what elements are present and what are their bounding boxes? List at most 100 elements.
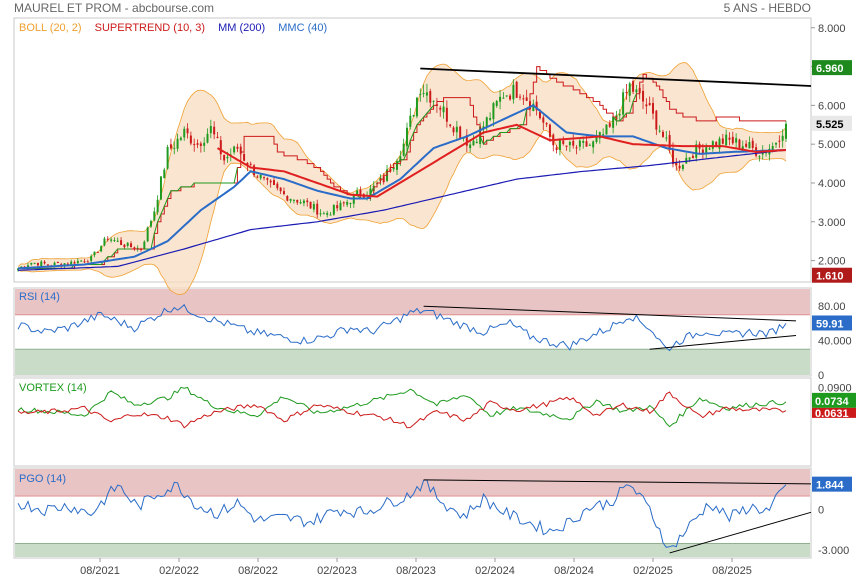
candle-body — [409, 115, 412, 127]
candle-body — [472, 140, 475, 146]
candle-body — [392, 167, 395, 170]
candle-body — [645, 104, 648, 107]
candle-body — [299, 202, 302, 204]
price-y-tick-label: 8.000 — [818, 23, 846, 35]
candle-body — [429, 91, 432, 103]
price-high-badge: 6.960 — [816, 63, 844, 75]
candle-body — [40, 261, 43, 267]
candle-body — [452, 127, 455, 133]
candle-body — [279, 187, 282, 192]
candle-body — [96, 251, 99, 253]
candle-body — [36, 263, 39, 266]
price-y-tick-label: 6.000 — [818, 100, 846, 112]
candle-body — [731, 136, 734, 144]
candle-body — [578, 140, 581, 147]
candle-body — [519, 96, 522, 98]
pgo-trendline — [669, 511, 812, 554]
candle-body — [153, 211, 156, 221]
candle-body — [741, 146, 744, 150]
candle-body — [565, 145, 568, 147]
candle-body — [336, 205, 339, 209]
candle-body — [213, 126, 216, 135]
candle-body — [588, 144, 591, 146]
candle-body — [595, 137, 598, 143]
rsi-badge-bg — [812, 315, 852, 331]
candle-body — [495, 101, 498, 106]
candle-body — [785, 123, 787, 139]
candle-body — [176, 138, 179, 149]
candle-body — [286, 196, 289, 201]
candle-body — [342, 202, 345, 204]
candle-body — [425, 92, 428, 96]
candle-body — [296, 199, 299, 203]
vortex-minus-line — [17, 391, 787, 429]
candle-body — [459, 126, 462, 139]
x-tick-label: 08/2025 — [712, 565, 752, 577]
candle-body — [402, 143, 405, 156]
candle-body — [259, 174, 262, 179]
x-tick-label: 08/2024 — [554, 565, 594, 577]
candle-body — [415, 97, 418, 117]
pgo-line — [17, 479, 787, 548]
rsi-line — [17, 303, 787, 352]
x-tick-label: 08/2021 — [80, 565, 120, 577]
bollinger-lower-line — [17, 129, 787, 295]
candle-body — [512, 84, 515, 100]
pgo-y-tick-label: 0 — [818, 505, 824, 517]
candle-body — [223, 154, 226, 161]
candle-body — [130, 243, 133, 247]
candle-body — [53, 262, 56, 266]
candle-body — [758, 156, 761, 158]
candle-body — [748, 142, 751, 149]
candle-body — [269, 180, 272, 183]
candle-body — [369, 188, 372, 197]
candle-body — [249, 163, 252, 165]
candle-body — [648, 103, 651, 106]
candle-body — [489, 117, 492, 120]
candle-body — [642, 90, 645, 102]
candle-body — [652, 103, 655, 114]
vortex-minus-badge-bg — [812, 407, 856, 418]
candle-body — [339, 202, 342, 211]
candle-body — [216, 136, 219, 138]
candle-body — [226, 156, 229, 159]
price-y-tick-label: 5.000 — [818, 139, 846, 151]
candle-body — [30, 262, 33, 265]
candle-body — [658, 130, 661, 132]
price-y-tick-label: 2.000 — [818, 256, 846, 268]
candle-body — [608, 123, 611, 127]
price-last-badge: 5.525 — [816, 119, 844, 131]
x-tick-label: 02/2025 — [633, 565, 673, 577]
price-y-tick-label: 3.000 — [818, 217, 846, 229]
price-low-badge: 1.610 — [816, 271, 844, 283]
candle-body — [326, 212, 329, 215]
legend-pgo: PGO (14) — [19, 473, 66, 485]
rsi-overbought-zone — [15, 289, 810, 315]
rsi-y-tick-label: 80.00 — [818, 301, 846, 313]
mm-200-line — [17, 149, 787, 271]
candle-body — [209, 126, 212, 134]
candle-body — [169, 144, 172, 149]
candle-body — [509, 95, 512, 100]
candle-body — [159, 176, 162, 200]
legend-vortex: VORTEX (14) — [19, 382, 87, 394]
candle-body — [359, 189, 362, 197]
candle-body — [602, 134, 605, 136]
candle-body — [186, 128, 189, 134]
candle-body — [515, 81, 518, 98]
price-low-badge-bg — [812, 267, 852, 283]
resistance-trendline — [420, 67, 812, 87]
candle-body — [316, 203, 319, 215]
price-last-badge-bg — [812, 115, 852, 131]
candle-body — [592, 141, 595, 148]
legend-mm: MM (200) — [218, 22, 265, 34]
supertrend-line — [18, 66, 786, 269]
candle-body — [356, 190, 359, 195]
candle-body — [582, 140, 585, 143]
candle-body — [193, 144, 196, 146]
candle-body — [532, 103, 535, 111]
candle-body — [239, 146, 242, 154]
candle-body — [439, 107, 442, 110]
candle-body — [189, 135, 192, 144]
candle-body — [93, 251, 96, 256]
